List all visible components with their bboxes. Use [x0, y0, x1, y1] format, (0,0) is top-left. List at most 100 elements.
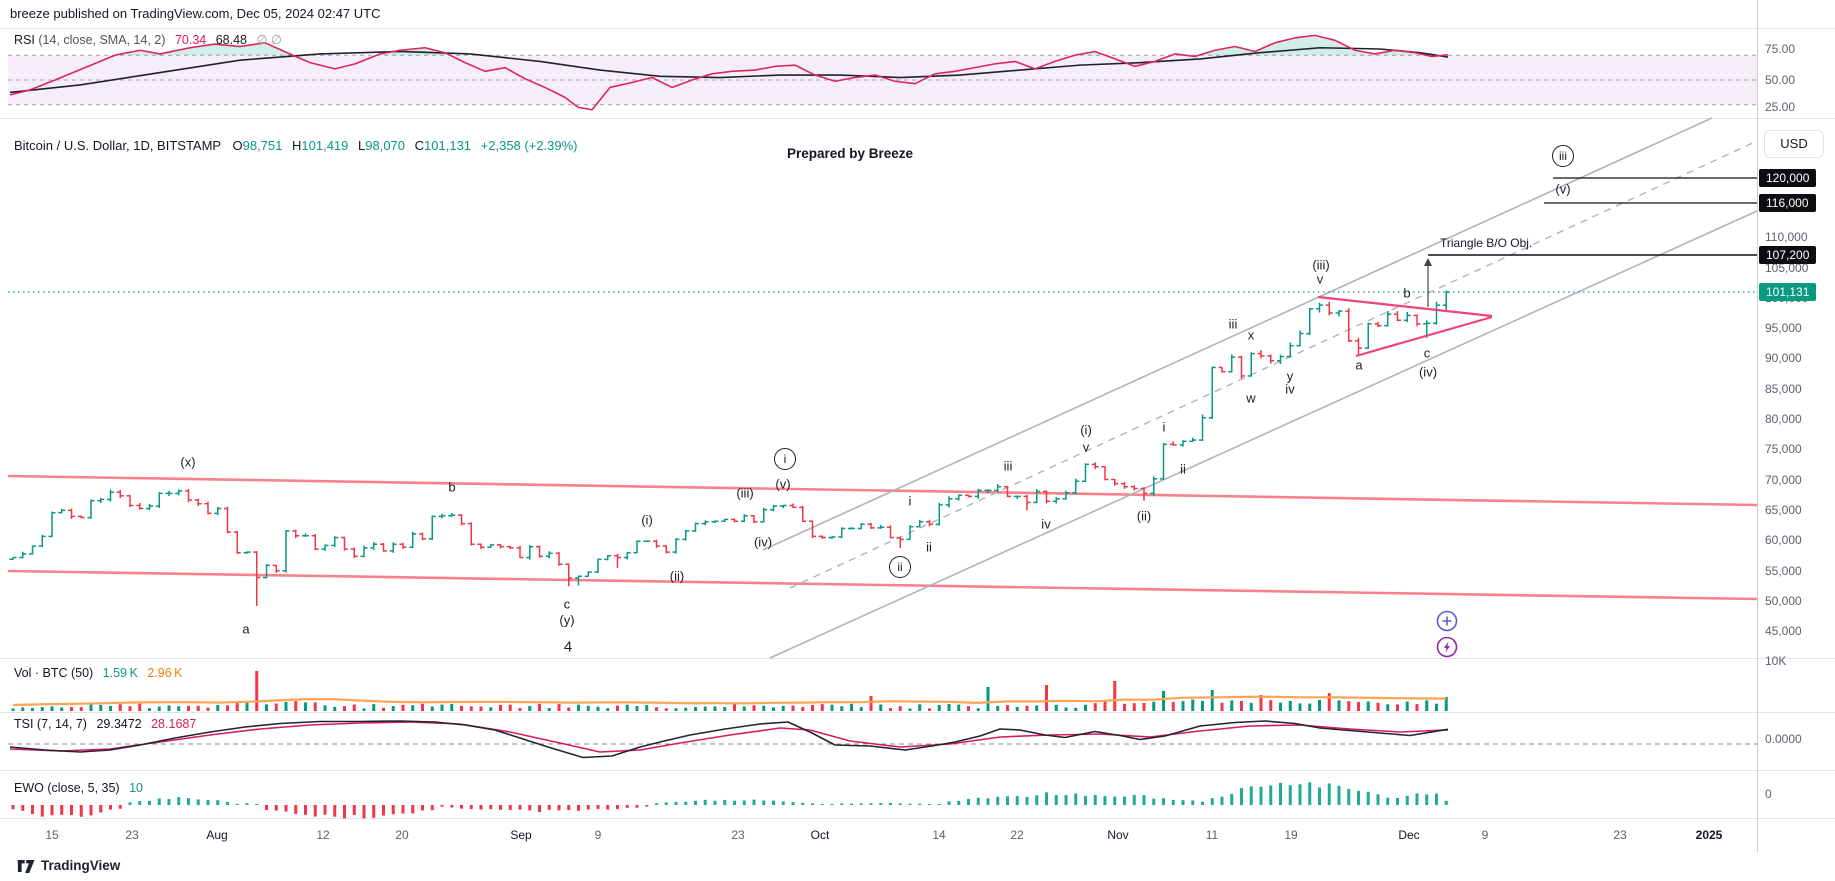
pane-divider[interactable] — [0, 118, 1835, 119]
time-axis-label: 20 — [395, 828, 409, 842]
wave-label: i — [908, 493, 912, 509]
price-axis-label: 105,000 — [1765, 261, 1809, 275]
rsi-legend-params: (14, close, SMA, 14, 2) — [38, 33, 166, 47]
time-axis-label: 2025 — [1695, 828, 1723, 842]
wave-label: c — [563, 596, 571, 612]
time-axis-label: Nov — [1107, 828, 1129, 842]
wave-label: (y) — [559, 612, 575, 628]
volume-legend[interactable]: Vol · BTC (50) 1.59 K 2.96 K — [14, 666, 183, 680]
price-axis-label: 90,000 — [1765, 351, 1802, 365]
rsi-ma-value: 68.48 — [215, 33, 247, 47]
pane-divider[interactable] — [0, 770, 1835, 771]
tradingview-brand-text[interactable]: TradingView — [41, 858, 121, 873]
tsi-legend[interactable]: TSI (7, 14, 7) 29.3472 28.1687 — [14, 717, 196, 731]
wave-label: a — [242, 621, 250, 637]
current-price-badge: 101,131 — [1759, 283, 1817, 301]
wave-label: 4 — [563, 638, 573, 656]
time-axis-label: 15 — [45, 828, 59, 842]
price-axis-label: 110,000 — [1765, 230, 1808, 244]
price-axis-label: 50,000 — [1765, 594, 1802, 608]
time-axis-label: 11 — [1205, 828, 1219, 842]
change-value: +2,358 (+2.39%) — [480, 138, 578, 153]
tsi-axis-label: 0.0000 — [1765, 732, 1802, 746]
price-axis-label: 95,000 — [1765, 321, 1802, 335]
wave-label: (iii) — [736, 485, 754, 501]
wave-label-circled: ii — [889, 556, 911, 578]
rsi-axis-label: 50.00 — [1765, 73, 1796, 87]
time-axis-label: Aug — [206, 828, 228, 842]
wave-label: a — [1355, 357, 1363, 373]
wave-label: (ii) — [669, 568, 685, 584]
currency-toggle-button[interactable]: USD — [1764, 130, 1824, 158]
time-axis-label: Oct — [810, 828, 830, 842]
price-axis-label: 55,000 — [1765, 564, 1802, 578]
wave-label: ii — [1180, 461, 1186, 477]
pane-divider — [0, 28, 1835, 29]
ewo-legend-title[interactable]: EWO (close, 5, 35) — [14, 781, 120, 795]
ewo-axis-label: 0 — [1765, 787, 1772, 801]
volume-ma-value: 2.96 K — [147, 666, 183, 680]
time-axis-label: 12 — [316, 828, 330, 842]
close-value: 101,131 — [424, 138, 472, 153]
triangle-breakout-label: Triangle B/O Obj. — [1440, 236, 1533, 250]
volume-legend-title[interactable]: Vol · BTC (50) — [14, 666, 94, 680]
time-axis-label: 14 — [932, 828, 946, 842]
ewo-value: 10 — [129, 781, 143, 795]
pane-divider[interactable] — [0, 658, 1835, 659]
wave-label-circled: i — [774, 448, 796, 470]
price-axis-label: 75,000 — [1765, 442, 1802, 456]
close-label: C — [414, 138, 425, 153]
time-axis-label: 19 — [1284, 828, 1298, 842]
wave-label: ii — [926, 539, 932, 555]
wave-label: (iii) — [1312, 257, 1330, 273]
wave-label: (iv) — [753, 534, 773, 550]
price-level-badge: 107,200 — [1759, 246, 1817, 264]
tsi-signal-value: 28.1687 — [151, 717, 197, 731]
open-value: 98,751 — [242, 138, 283, 153]
rsi-legend-title[interactable]: RSI — [14, 33, 35, 47]
price-axis-label: 45,000 — [1765, 624, 1802, 638]
pane-divider[interactable] — [0, 712, 1835, 713]
rsi-legend[interactable]: RSI (14, close, SMA, 14, 2) 70.34 68.48 … — [14, 32, 282, 47]
wave-label: (i) — [1080, 422, 1092, 438]
wave-label: c — [1423, 345, 1431, 361]
wave-label: b — [448, 479, 456, 495]
high-label: H — [292, 138, 302, 153]
pane-divider — [0, 818, 1835, 819]
ewo-legend[interactable]: EWO (close, 5, 35) 10 — [14, 781, 143, 795]
time-axis-label: 23 — [731, 828, 745, 842]
high-value: 101,419 — [301, 138, 349, 153]
tradingview-logo-icon[interactable] — [16, 857, 36, 877]
time-axis-label: Dec — [1398, 828, 1420, 842]
wave-label: v — [1082, 439, 1090, 455]
price-axis-label: 80,000 — [1765, 412, 1802, 426]
lightning-circle-icon[interactable] — [1436, 636, 1458, 658]
time-axis-label: 23 — [125, 828, 139, 842]
rsi-value: 70.34 — [174, 33, 207, 47]
wave-label: y — [1286, 368, 1294, 384]
time-axis-label: 9 — [1481, 828, 1489, 842]
open-label: O — [232, 138, 243, 153]
symbol-legend[interactable]: Bitcoin / U.S. Dollar, 1D, BITSTAMP O98,… — [14, 138, 578, 153]
wave-label: iv — [1285, 381, 1295, 397]
symbol-name[interactable]: Bitcoin / U.S. Dollar, 1D, BITSTAMP — [14, 138, 221, 153]
wave-label: iii — [1228, 316, 1238, 332]
rsi-hidden-values: ∅ ∅ — [256, 33, 282, 47]
time-axis-label: 9 — [594, 828, 602, 842]
tsi-value: 29.3472 — [96, 717, 142, 731]
published-attribution: breeze published on TradingView.com, Dec… — [10, 6, 381, 21]
low-value: 98,070 — [365, 138, 406, 153]
plus-circle-icon[interactable] — [1436, 610, 1458, 632]
low-label: L — [358, 138, 366, 153]
wave-label: iii — [1003, 458, 1013, 474]
chart-watermark-note: Prepared by Breeze — [786, 146, 914, 161]
wave-label: v — [1316, 271, 1324, 287]
price-axis-label: 60,000 — [1765, 533, 1802, 547]
tsi-legend-title[interactable]: TSI (7, 14, 7) — [14, 717, 87, 731]
wave-label: x — [1247, 327, 1255, 343]
price-axis-border[interactable] — [1757, 0, 1758, 852]
price-level-badge: 120,000 — [1759, 169, 1817, 187]
wave-label: (iv) — [1418, 364, 1438, 380]
